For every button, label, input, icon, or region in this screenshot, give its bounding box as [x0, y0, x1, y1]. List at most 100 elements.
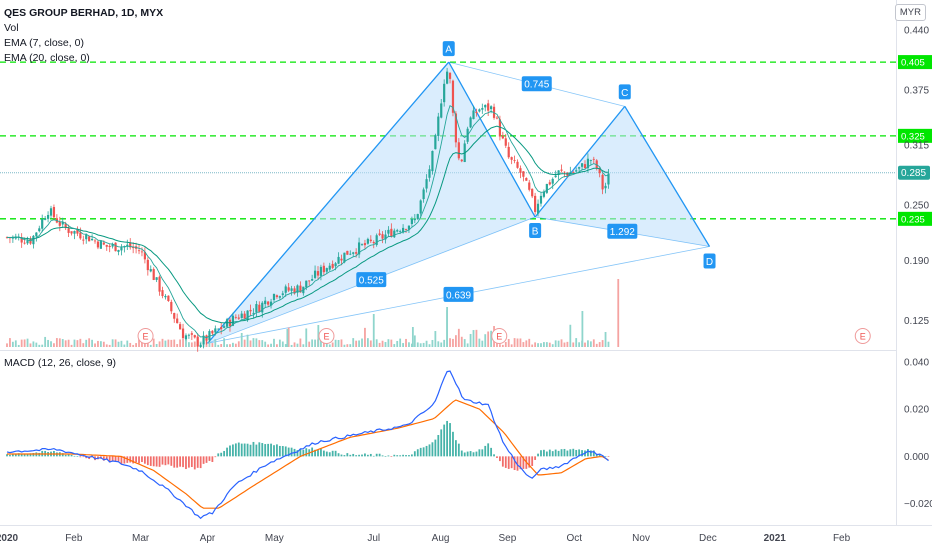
macd-histogram-bar: [575, 449, 578, 457]
macd-histogram-bar: [70, 454, 73, 457]
macd-histogram-bar: [111, 456, 114, 462]
volume-bar: [419, 343, 422, 347]
volume-bar: [440, 342, 443, 347]
candle-body: [38, 228, 41, 232]
macd-histogram-bar: [261, 443, 264, 457]
macd-histogram-bar: [587, 449, 589, 457]
volume-bar: [123, 344, 126, 347]
candle-body: [572, 172, 575, 173]
volume-bar: [469, 333, 472, 347]
time-tick-label: Feb: [833, 533, 851, 544]
candle-body: [528, 182, 531, 190]
volume-bar: [584, 342, 586, 347]
macd-histogram-bar: [410, 454, 413, 457]
macd-histogram-bar: [554, 449, 557, 457]
volume-spike: [581, 311, 584, 347]
time-tick-label: Aug: [432, 533, 450, 544]
volume-bar: [99, 341, 102, 347]
time-tick-label: Dec: [699, 533, 717, 544]
time-tick-label: 2021: [764, 533, 787, 544]
candle-body: [79, 232, 82, 239]
volume-bar: [190, 342, 193, 347]
macd-tick-label: −0.020: [904, 499, 932, 510]
candle-body: [99, 241, 102, 249]
volume-bar: [522, 342, 525, 347]
legend-volume[interactable]: Vol: [4, 22, 19, 34]
earnings-marker: [137, 328, 154, 344]
candle-body: [352, 252, 355, 254]
candle-body: [281, 293, 284, 295]
macd-histogram-bar: [305, 448, 308, 457]
macd-histogram-bar: [355, 455, 358, 457]
harmonic-pattern[interactable]: [206, 61, 711, 344]
candle-body: [487, 103, 490, 111]
volume-bar: [525, 340, 528, 347]
macd-histogram-bar: [534, 456, 537, 460]
macd-histogram-bar: [569, 449, 572, 457]
pattern-ratio-badge: [443, 286, 474, 302]
pattern-ratio-badge: [356, 272, 387, 288]
volume-bar: [114, 339, 117, 347]
macd-histogram-bar: [507, 456, 510, 469]
macd-histogram-bar: [399, 455, 402, 457]
macd-histogram-bar: [141, 456, 143, 462]
pattern-labels[interactable]: A B C D 0.525 0.745 1.292 0.639: [356, 41, 716, 302]
volume-bar: [138, 339, 140, 347]
currency-badge[interactable]: MYR: [894, 4, 926, 21]
candle-body: [325, 268, 328, 272]
candle-body: [23, 242, 26, 244]
volume-bar: [299, 338, 302, 347]
level-price-label: 0.325: [901, 131, 925, 142]
candle-body: [311, 279, 314, 281]
legend-ema-20[interactable]: EMA (20, close, 0): [4, 52, 90, 64]
volume-bar: [176, 344, 179, 347]
candle-body: [481, 108, 484, 110]
current-price-badge: [898, 165, 930, 180]
candle-body: [416, 214, 419, 220]
volume-bar: [496, 342, 498, 347]
volume-bar: [97, 340, 99, 347]
volume-bar: [443, 339, 446, 347]
volume-bar: [234, 343, 237, 347]
candle-body: [231, 315, 235, 326]
candle-body: [137, 250, 141, 252]
macd-legend[interactable]: MACD (12, 26, close, 9): [4, 357, 117, 369]
candle-body: [126, 244, 129, 247]
volume-bar: [193, 341, 196, 347]
candle-body: [548, 182, 551, 185]
candle-body: [357, 242, 361, 255]
volume-bar: [328, 344, 331, 347]
earnings-marker: [491, 328, 508, 344]
volume-bar: [129, 342, 132, 347]
volume-bar: [67, 339, 70, 347]
macd-histogram-bar: [102, 456, 105, 461]
legend-ema-7[interactable]: EMA (7, close, 0): [4, 37, 84, 49]
macd-histogram-bar: [284, 446, 287, 457]
volume-bar: [281, 341, 284, 347]
macd-histogram-bar: [519, 456, 522, 470]
candle-body: [82, 239, 85, 241]
volume-bar: [405, 338, 407, 347]
macd-histogram-bar: [278, 445, 281, 457]
macd-histogram-bar: [557, 450, 560, 457]
candle-body: [522, 171, 525, 177]
volume-bar: [355, 340, 358, 347]
macd-histogram-bar: [185, 456, 187, 470]
candle-body: [575, 170, 578, 172]
volume-bar: [587, 340, 589, 347]
ema-7-line: [6, 105, 609, 339]
time-tick-label: Sep: [499, 533, 517, 544]
candle-body: [601, 174, 604, 190]
candle-body: [557, 170, 560, 175]
candle-body: [469, 117, 472, 128]
volume-bar: [91, 339, 93, 347]
macd-histogram-bar: [167, 456, 170, 465]
macd-histogram-bar: [475, 451, 478, 457]
candle-body: [258, 304, 261, 312]
symbol-title[interactable]: QES GROUP BERHAD, 1D, MYX: [4, 7, 164, 19]
volume-bar: [331, 342, 334, 347]
volume-bar: [64, 340, 67, 347]
macd-histogram-bar: [352, 453, 355, 457]
